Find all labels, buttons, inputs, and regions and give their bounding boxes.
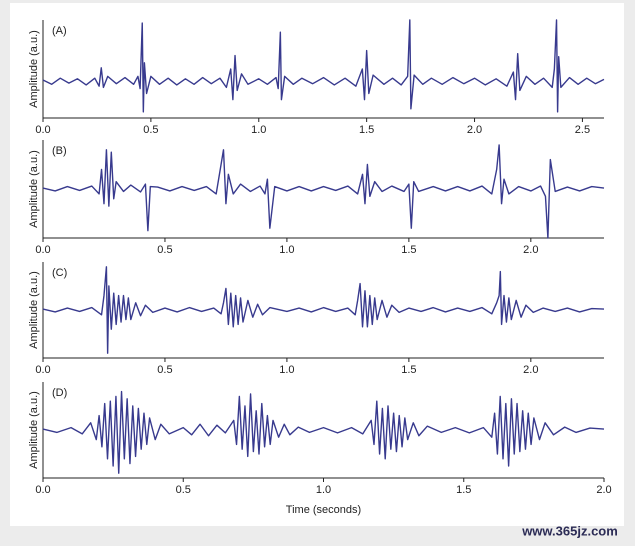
x-tick-label: 1.0: [251, 124, 266, 136]
y-axis-label: Amplitude (a.u.): [28, 391, 40, 469]
x-tick-label: 0.0: [35, 244, 50, 256]
x-tick-label: 2.0: [523, 364, 538, 376]
signal-line: [42, 266, 605, 354]
x-tick-label: 0.5: [176, 484, 191, 496]
x-tick-label: 2.0: [523, 244, 538, 256]
x-tick-label: 0.0: [35, 364, 50, 376]
panel-label: (D): [52, 387, 67, 399]
x-axis-label: Time (seconds): [286, 504, 361, 516]
x-tick-label: 2.0: [596, 484, 611, 496]
panel-label: (B): [52, 145, 67, 157]
watermark: www.365jz.com: [521, 523, 618, 538]
x-tick-label: 1.0: [316, 484, 331, 496]
signal-line: [42, 390, 605, 474]
x-tick-label: 1.0: [279, 244, 294, 256]
y-axis-label: Amplitude (a.u.): [28, 150, 40, 228]
x-tick-label: 1.5: [456, 484, 471, 496]
x-tick-label: 2.0: [467, 124, 482, 136]
signal-line: [42, 19, 605, 113]
x-tick-label: 0.0: [35, 124, 50, 136]
y-axis-label: Amplitude (a.u.): [28, 30, 40, 108]
x-tick-label: 0.0: [35, 484, 50, 496]
y-axis-label: Amplitude (a.u.): [28, 271, 40, 349]
panel-label: (A): [52, 25, 67, 37]
x-tick-label: 0.5: [157, 364, 172, 376]
x-tick-label: 1.5: [401, 364, 416, 376]
x-tick-label: 1.0: [279, 364, 294, 376]
x-tick-label: 0.5: [143, 124, 158, 136]
x-tick-label: 2.5: [575, 124, 590, 136]
signal-line: [42, 144, 605, 239]
x-tick-label: 0.5: [157, 244, 172, 256]
x-tick-label: 1.5: [359, 124, 374, 136]
panel-label: (C): [52, 267, 67, 279]
x-tick-label: 1.5: [401, 244, 416, 256]
